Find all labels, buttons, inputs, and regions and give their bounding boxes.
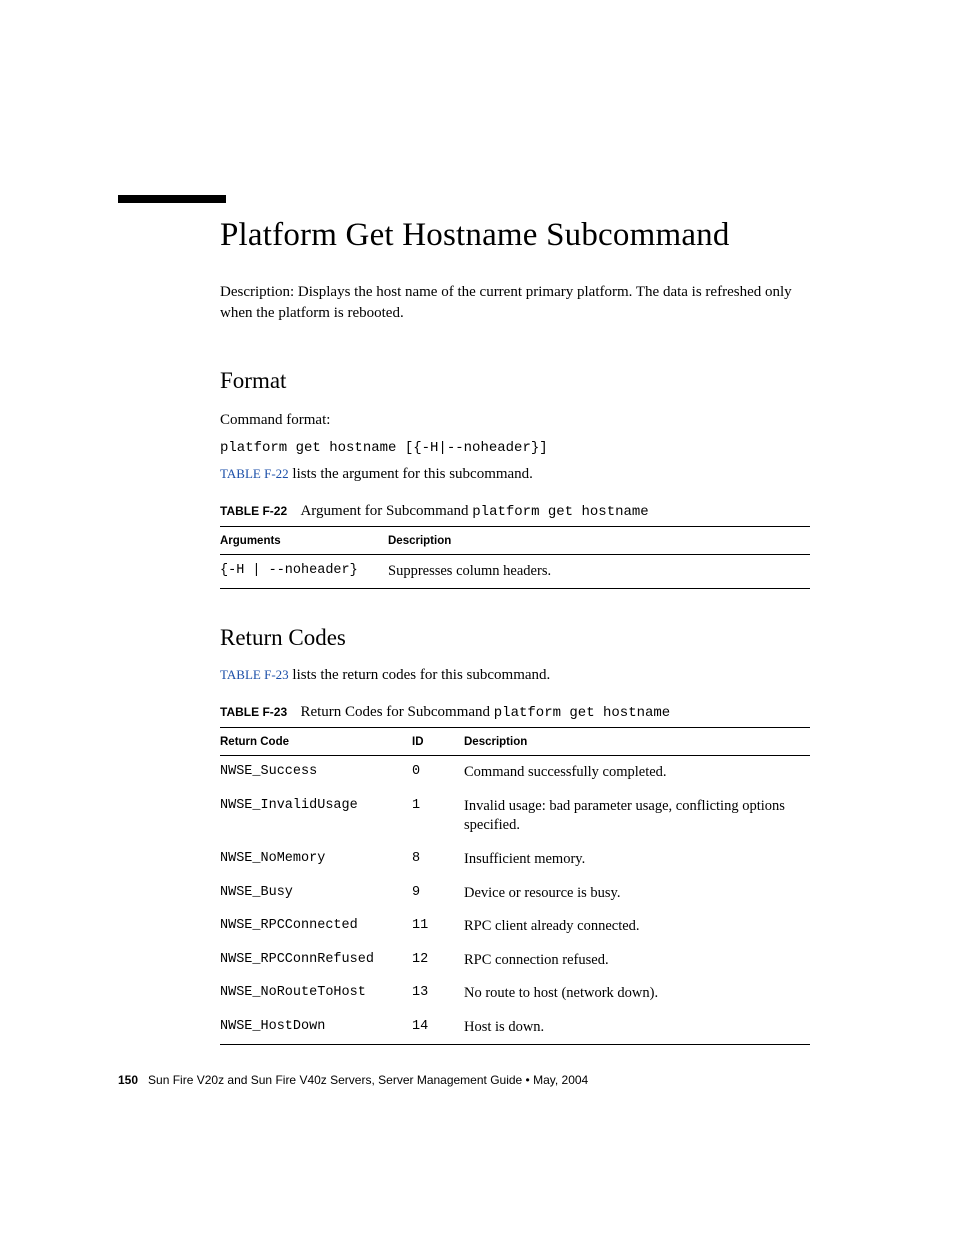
return-code-cell: NWSE_RPCConnRefused [220, 944, 412, 978]
table-row: NWSE_RPCConnRefused12RPC connection refu… [220, 944, 810, 978]
table-row: NWSE_Busy9Device or resource is busy. [220, 877, 810, 911]
page-content: Platform Get Hostname Subcommand Descrip… [0, 0, 954, 1045]
desc-cell: No route to host (network down). [464, 977, 810, 1011]
table-f23-caption: TABLE F-23 Return Codes for Subcommand p… [220, 704, 804, 727]
return-code-cell: NWSE_RPCConnected [220, 910, 412, 944]
table-f22-ref-text: lists the argument for this subcommand. [289, 466, 533, 482]
table-f22-link[interactable]: TABLE F-22 [220, 466, 289, 481]
col-id: ID [412, 728, 464, 756]
return-code-cell: NWSE_NoMemory [220, 843, 412, 877]
id-cell: 9 [412, 877, 464, 911]
table-row: NWSE_NoMemory8Insufficient memory. [220, 843, 810, 877]
id-cell: 13 [412, 977, 464, 1011]
id-cell: 8 [412, 843, 464, 877]
desc-cell: Device or resource is busy. [464, 877, 810, 911]
desc-cell: RPC connection refused. [464, 944, 810, 978]
table-f22-caption-text: Argument for Subcommand platform get hos… [300, 503, 648, 519]
return-code-cell: NWSE_Busy [220, 877, 412, 911]
return-codes-heading: Return Codes [220, 625, 804, 651]
col-arguments: Arguments [220, 526, 388, 554]
return-code-cell: NWSE_NoRouteToHost [220, 977, 412, 1011]
desc-cell: Command successfully completed. [464, 756, 810, 790]
return-code-cell: NWSE_InvalidUsage [220, 790, 412, 843]
return-code-cell: NWSE_HostDown [220, 1011, 412, 1045]
page-footer: 150 Sun Fire V20z and Sun Fire V40z Serve… [118, 1073, 588, 1087]
table-f22-caption: TABLE F-22 Argument for Subcommand platf… [220, 503, 804, 526]
format-heading: Format [220, 368, 804, 394]
table-f23-caption-text: Return Codes for Subcommand platform get… [300, 704, 670, 720]
col-return-code: Return Code [220, 728, 412, 756]
table-row: NWSE_NoRouteToHost13No route to host (ne… [220, 977, 810, 1011]
id-cell: 12 [412, 944, 464, 978]
section-bar [118, 195, 226, 203]
table-f23-reference: TABLE F-23 lists the return codes for th… [220, 667, 804, 684]
arguments-table: Arguments Description {-H | --noheader} … [220, 526, 810, 590]
command-format-label: Command format: [220, 410, 804, 432]
col-description: Description [388, 526, 810, 554]
page-number: 150 [118, 1073, 138, 1087]
table-row: NWSE_Success0Command successfully comple… [220, 756, 810, 790]
desc-cell: Suppresses column headers. [388, 554, 810, 589]
table-row: NWSE_InvalidUsage1Invalid usage: bad par… [220, 790, 810, 843]
table-f23-caption-label: TABLE F-23 [220, 705, 287, 719]
desc-cell: Invalid usage: bad parameter usage, conf… [464, 790, 810, 843]
id-cell: 1 [412, 790, 464, 843]
return-codes-table: Return Code ID Description NWSE_Success0… [220, 727, 810, 1045]
table-row: NWSE_HostDown14Host is down. [220, 1011, 810, 1045]
description-text: Description: Displays the host name of t… [220, 282, 804, 324]
table-row: NWSE_RPCConnected11RPC client already co… [220, 910, 810, 944]
desc-cell: Insufficient memory. [464, 843, 810, 877]
table-f22-caption-label: TABLE F-22 [220, 504, 287, 518]
desc-cell: RPC client already connected. [464, 910, 810, 944]
table-f23-link[interactable]: TABLE F-23 [220, 667, 289, 682]
table-header-row: Return Code ID Description [220, 728, 810, 756]
footer-text: Sun Fire V20z and Sun Fire V40z Servers,… [148, 1073, 588, 1087]
table-row: {-H | --noheader} Suppresses column head… [220, 554, 810, 589]
table-header-row: Arguments Description [220, 526, 810, 554]
id-cell: 11 [412, 910, 464, 944]
id-cell: 14 [412, 1011, 464, 1045]
id-cell: 0 [412, 756, 464, 790]
table-f23-ref-text: lists the return codes for this subcomma… [289, 667, 551, 683]
desc-cell: Host is down. [464, 1011, 810, 1045]
arg-cell: {-H | --noheader} [220, 554, 388, 589]
command-syntax: platform get hostname [{-H|--noheader}] [220, 440, 804, 456]
table-f22-reference: TABLE F-22 lists the argument for this s… [220, 466, 804, 483]
return-code-cell: NWSE_Success [220, 756, 412, 790]
page-title: Platform Get Hostname Subcommand [220, 217, 804, 254]
col-description: Description [464, 728, 810, 756]
